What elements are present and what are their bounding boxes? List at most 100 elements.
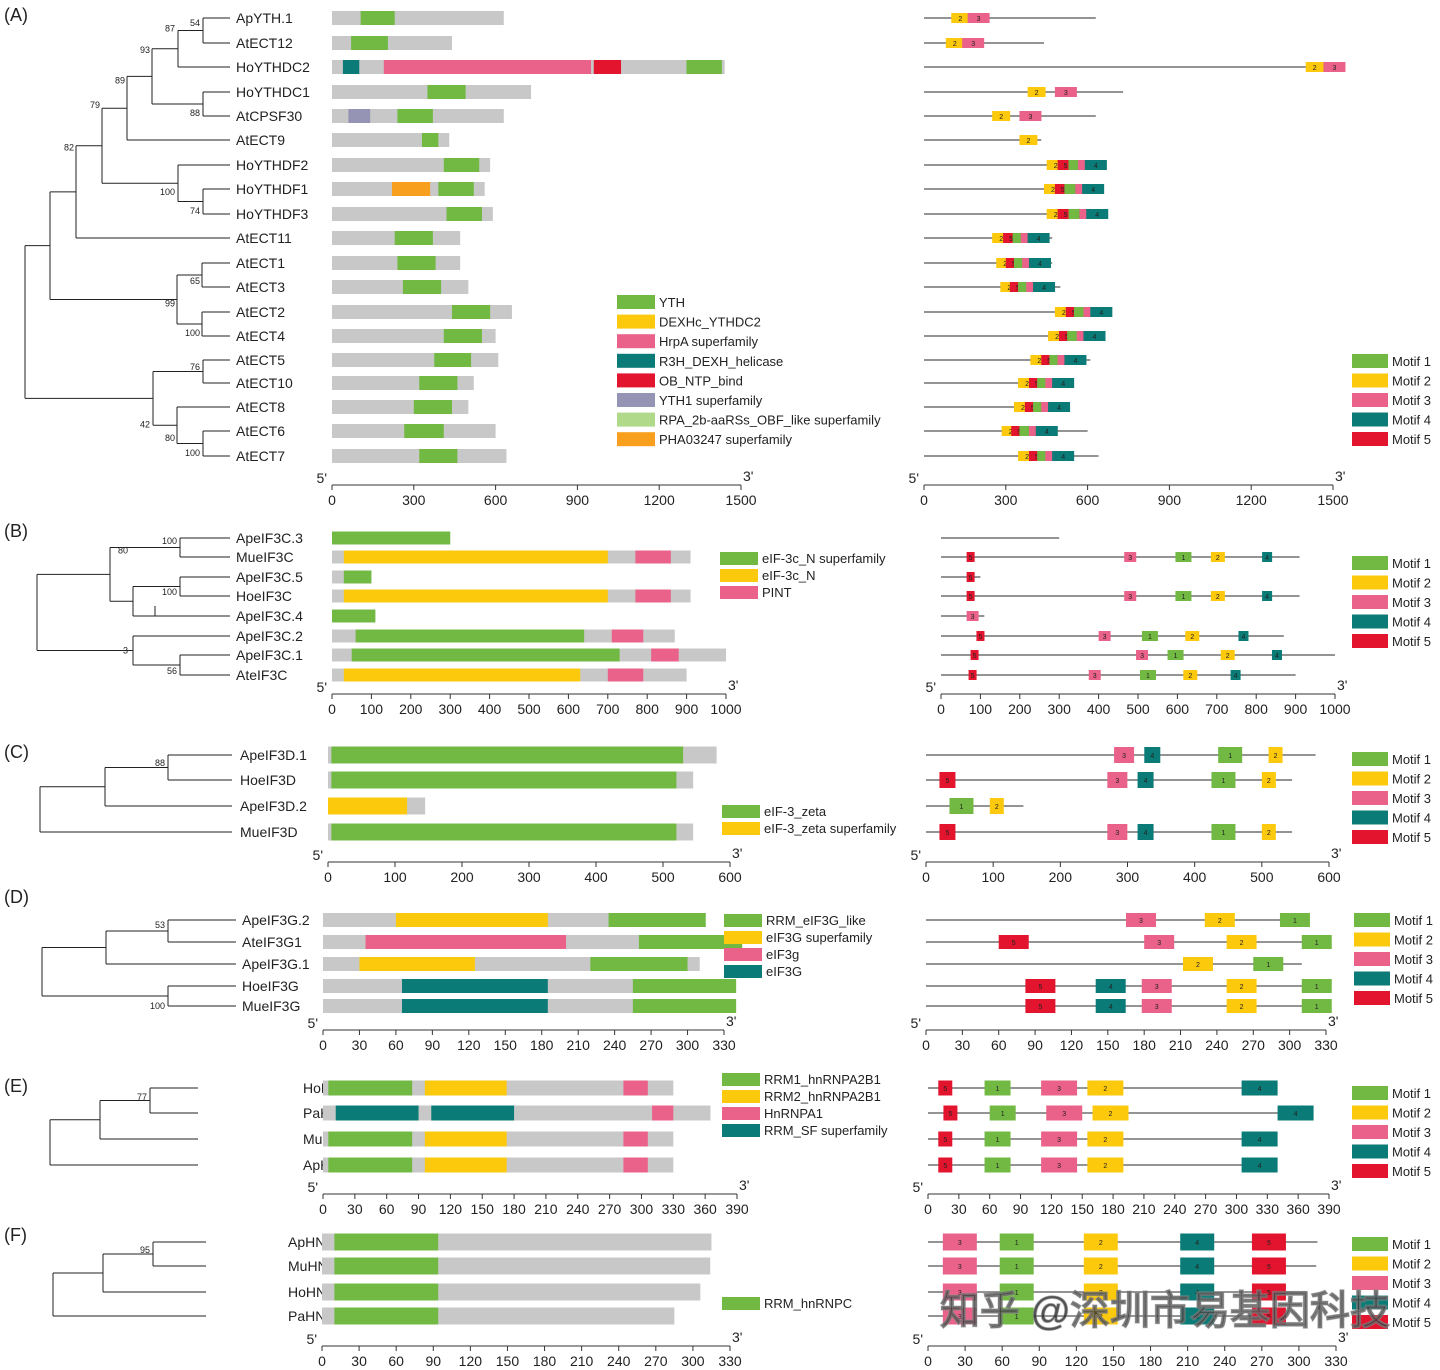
motif-box-3: [1107, 824, 1128, 840]
three-prime-label: 3': [728, 677, 738, 693]
motif-legend-swatch: [1352, 432, 1388, 446]
panel-label: (B): [4, 521, 28, 541]
motif-box-2: [1087, 1157, 1124, 1173]
domain-block-pink: [651, 648, 679, 662]
motif-box-3: [1041, 1157, 1078, 1173]
panel-label: (D): [4, 887, 29, 907]
motif-number: 4: [1275, 653, 1279, 660]
tick-label-motif: 300: [1116, 869, 1140, 885]
tick-label-motif: 90: [1031, 1353, 1047, 1369]
domain-legend-label: PHA03247 superfamily: [659, 432, 792, 447]
motif-number: 2: [1025, 454, 1029, 461]
motif-number: 1: [1222, 830, 1226, 837]
domain-block-pink: [635, 550, 671, 564]
tick-label-domain: 1200: [644, 492, 675, 508]
domain-block-green: [331, 746, 684, 764]
gene-name: AtECT11: [236, 230, 292, 246]
motif-number: 5: [1267, 1240, 1271, 1247]
protein-backbone-bar: [332, 11, 504, 25]
motif-box-5: [1025, 999, 1056, 1013]
domain-block-green: [402, 280, 442, 294]
motif-legend-label: Motif 4: [1394, 972, 1433, 987]
domain-legend-label: eIF3G superfamily: [766, 930, 873, 945]
motif-number: 5: [1012, 261, 1016, 268]
tick-label-domain: 180: [502, 1201, 526, 1217]
motif-box-1: [1218, 747, 1243, 763]
five-prime-label: 5': [926, 679, 936, 695]
motif-number: 5: [1267, 1314, 1271, 1321]
motif-box-5: [1057, 160, 1074, 170]
motif-box-4: [1271, 650, 1282, 660]
tick-label-domain: 0: [319, 1201, 327, 1217]
tick-label-motif: 60: [991, 1037, 1007, 1053]
motif-number: 3: [1139, 918, 1143, 925]
motif-number: 5: [1016, 285, 1020, 292]
motif-box-2: [1027, 87, 1046, 97]
gene-name: ApeIF3D.1: [240, 747, 307, 763]
tick-label-domain: 210: [534, 1201, 558, 1217]
tick-label-motif: 150: [1096, 1037, 1120, 1053]
motif-box-1: [949, 798, 974, 814]
bootstrap-value: 100: [150, 1001, 165, 1011]
tick-label-domain: 300: [630, 1201, 654, 1217]
tick-label-motif: 330: [1324, 1353, 1348, 1369]
motif-box-4: [1082, 184, 1105, 194]
protein-backbone-bar: [323, 1105, 711, 1121]
motif-number: 1: [1015, 1264, 1019, 1271]
motif-box-1: [1211, 824, 1236, 840]
motif-box-3: [966, 611, 979, 621]
motif-number: 4: [1150, 753, 1154, 760]
motif-box-3: [942, 1307, 977, 1325]
motif-legend-swatch: [1352, 354, 1388, 368]
tick-label-domain: 150: [494, 1037, 518, 1053]
motif-legend-swatch: [1352, 373, 1388, 388]
motif-number: 5: [1009, 236, 1013, 243]
three-prime-label: 3': [739, 1177, 749, 1193]
motif-number: 2: [999, 114, 1003, 121]
motif-legend-label: Motif 5: [1392, 1164, 1431, 1179]
tick-label-motif: 180: [1101, 1201, 1125, 1217]
motif-number: 2: [1240, 1004, 1244, 1011]
domain-block-teal: [401, 979, 548, 993]
domain-legend-swatch: [722, 1090, 760, 1103]
motif-number: 1: [1015, 1314, 1019, 1321]
tick-label-domain: 300: [681, 1353, 705, 1369]
protein-backbone-bar: [332, 353, 499, 367]
motif-legend-label: Motif 4: [1392, 811, 1431, 826]
gene-name: AtECT9: [236, 132, 285, 148]
domain-block-green: [419, 376, 458, 390]
motif-box-1: [989, 1105, 1016, 1121]
tick-label-motif: 210: [1169, 1037, 1193, 1053]
motif-number: 5: [943, 1163, 947, 1170]
motif-legend-label: Motif 2: [1392, 1257, 1431, 1272]
motif-box-2: [1261, 824, 1276, 840]
gene-name: AtECT5: [236, 352, 285, 368]
domain-block-yellow: [328, 797, 408, 815]
motif-box-5: [1251, 1233, 1286, 1251]
motif-box-4: [1241, 1131, 1278, 1147]
domain-block-green: [334, 1307, 439, 1325]
motif-box-5: [1251, 1283, 1286, 1301]
motif-box-4: [1083, 331, 1106, 341]
motif-number: 4: [1109, 984, 1113, 991]
tick-label-motif: 600: [1076, 492, 1100, 508]
motif-box-5: [943, 1105, 958, 1121]
motif-box-5: [938, 1080, 953, 1096]
motif-box-3: [1323, 62, 1346, 72]
domain-block-yellow: [343, 550, 608, 564]
watermark-text: 知乎 @深圳市易基因科技: [940, 1289, 1390, 1333]
protein-backbone-bar: [332, 133, 450, 147]
motif-box-5: [1065, 307, 1082, 317]
motif-number: 3: [958, 1290, 962, 1297]
motif-box-1: [1175, 591, 1192, 601]
motif-box-5: [939, 824, 956, 840]
tick-label-motif: 900: [1158, 492, 1182, 508]
motif-legend-label: Motif 5: [1394, 991, 1433, 1006]
motif-legend-label: Motif 1: [1392, 354, 1431, 369]
domain-block-orange: [391, 182, 431, 196]
motif-box-1: [999, 1257, 1034, 1275]
tick-label-domain: 600: [484, 492, 508, 508]
domain-legend-label: eIF-3c_N superfamily: [762, 551, 886, 566]
motif-box-4: [1084, 160, 1107, 170]
domain-legend-swatch: [617, 412, 655, 427]
